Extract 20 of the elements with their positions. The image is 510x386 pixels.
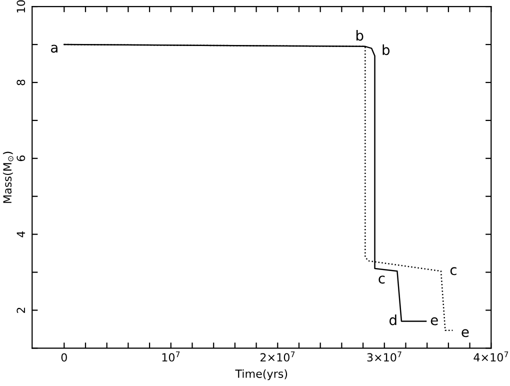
annotation: c — [450, 267, 456, 276]
annotation: e — [462, 329, 469, 338]
x-tick-label: 0 — [61, 353, 67, 362]
annotation: b — [382, 44, 390, 56]
y-tick-label: 2 — [16, 308, 25, 313]
annotation: a — [51, 44, 58, 53]
y-tick-label: 6 — [16, 156, 26, 162]
x-tick-label: 3×10$^{7}$ — [367, 351, 402, 362]
y-tick-label: 8 — [16, 80, 26, 86]
y-tick-label: 4 — [16, 231, 25, 238]
annotation: c — [378, 276, 385, 284]
x-tick-label: 10$^{7}$ — [162, 351, 180, 362]
annotation: d — [389, 314, 396, 326]
annotation: e — [430, 317, 438, 326]
y-axis-title: Mass(M$_{⊙}$) — [2, 152, 14, 203]
annotation: b — [356, 30, 364, 41]
y-tick-label: 10 — [16, 0, 26, 12]
x-axis-title: Time(yrs) — [235, 369, 288, 380]
x-tick-label: 2×10$^{7}$ — [260, 351, 295, 362]
x-tick-label: 4×10$^{7}$ — [474, 351, 508, 362]
